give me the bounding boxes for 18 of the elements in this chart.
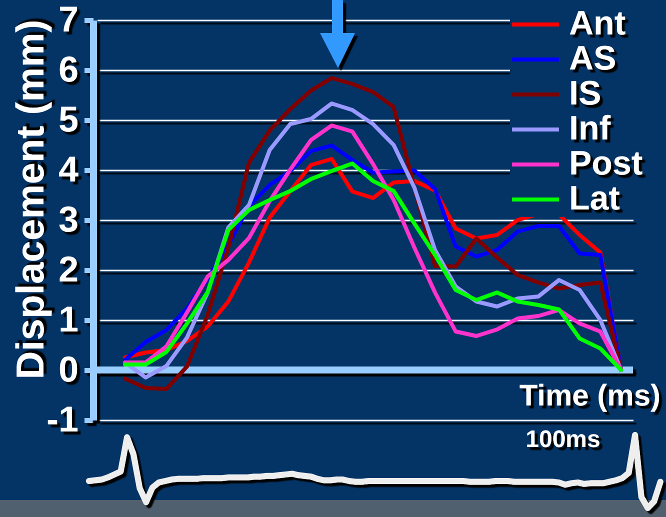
legend-label: IS	[569, 74, 602, 112]
y-tick-label: 5	[58, 98, 78, 140]
annotation: 100ms	[526, 426, 600, 453]
y-tick-label: -1	[46, 398, 78, 440]
y-axis-title: Displacement (mm)	[10, 20, 52, 380]
y-tick-label: 2	[58, 248, 78, 290]
y-tick-label: 7	[58, 0, 78, 40]
x-axis-title: Time (ms)	[519, 380, 660, 412]
y-tick-label: 1	[58, 298, 78, 340]
legend-label: AS	[569, 40, 616, 78]
y-tick-label: 3	[58, 198, 78, 240]
y-tick-label: 6	[58, 48, 78, 90]
legend-label: Lat	[569, 180, 620, 218]
legend-label: Post	[569, 144, 643, 182]
y-tick-label: 4	[58, 148, 78, 190]
legend-label: Ant	[569, 4, 626, 42]
legend-label: Inf	[569, 110, 612, 148]
y-tick-label: 0	[58, 348, 78, 390]
